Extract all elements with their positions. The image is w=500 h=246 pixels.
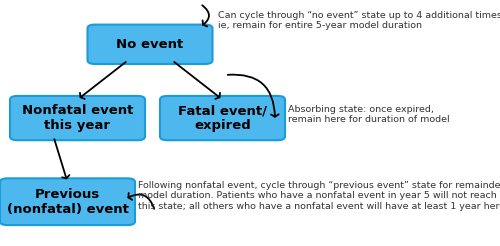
Text: Nonfatal event
this year: Nonfatal event this year xyxy=(22,104,133,132)
Text: Absorbing state: once expired,
remain here for duration of model: Absorbing state: once expired, remain he… xyxy=(288,105,449,124)
Text: Can cycle through “no event” state up to 4 additional times,
ie, remain for enti: Can cycle through “no event” state up to… xyxy=(218,11,500,31)
FancyBboxPatch shape xyxy=(160,96,285,140)
FancyBboxPatch shape xyxy=(88,25,212,64)
Text: Fatal event/
expired: Fatal event/ expired xyxy=(178,104,267,132)
Text: Previous
(nonfatal) event: Previous (nonfatal) event xyxy=(6,188,128,216)
FancyBboxPatch shape xyxy=(0,178,135,225)
Text: Following nonfatal event, cycle through “previous event” state for remainder of
: Following nonfatal event, cycle through … xyxy=(138,181,500,211)
Text: No event: No event xyxy=(116,38,184,51)
FancyBboxPatch shape xyxy=(10,96,145,140)
